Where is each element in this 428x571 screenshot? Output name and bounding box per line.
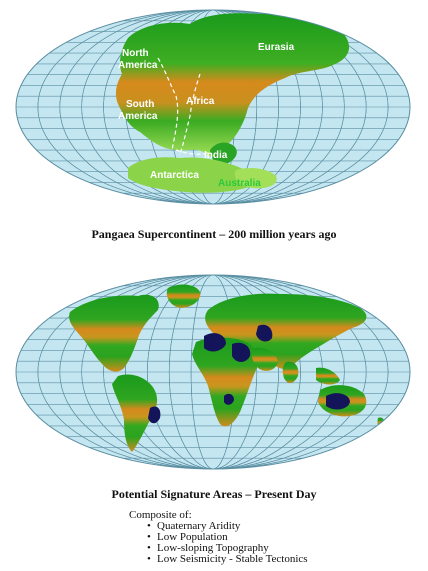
signature-area-patagonia [148, 406, 161, 424]
greenland [166, 284, 201, 308]
legend-item-aridity: Quaternary Aridity [147, 521, 308, 533]
south-america [112, 374, 158, 452]
pangaea-landmass [115, 13, 350, 157]
signature-area-sahara [232, 342, 251, 362]
rift-line [179, 73, 201, 155]
present-day-map [15, 274, 411, 470]
legend-item-population: Low Population [147, 532, 308, 544]
north-america [69, 294, 159, 372]
legend-item-seismicity: Low Seismicity - Stable Tectonics [147, 554, 308, 566]
southeast-asia [316, 367, 340, 385]
label-africa: Africa [186, 96, 215, 107]
signature-area-arabia [256, 324, 273, 342]
label-eurasia: Eurasia [258, 42, 295, 53]
arabia [251, 347, 278, 371]
label-india: India [204, 150, 228, 161]
australia-landmass [234, 168, 277, 189]
legend-list: Quaternary Aridity Low Population Low-sl… [129, 521, 308, 566]
signature-area-southern-africa [224, 393, 234, 405]
label-south-america: South America [118, 99, 158, 122]
signature-area-australia [326, 393, 350, 410]
label-antarctica: Antarctica [150, 170, 199, 181]
legend-item-topography: Low-sloping Topography [147, 543, 308, 555]
legend: Composite of: Quaternary Aridity Low Pop… [129, 509, 308, 566]
rift-line [157, 57, 179, 151]
signature-area-north-africa [204, 333, 226, 352]
label-australia: Australia [218, 178, 261, 189]
india [282, 361, 299, 384]
eurasia [205, 293, 367, 369]
present-day-caption: Potential Signature Areas – Present Day [111, 487, 317, 501]
pangaea-caption: Pangaea Supercontinent – 200 million yea… [91, 227, 337, 241]
rift-line [175, 149, 211, 155]
label-north-america: North America [118, 48, 158, 71]
india-landmass [210, 142, 237, 165]
pangaea-map: North America South America Africa Euras… [15, 9, 411, 205]
antarctica-landmass [128, 157, 257, 193]
legend-heading: Composite of: [129, 509, 192, 521]
